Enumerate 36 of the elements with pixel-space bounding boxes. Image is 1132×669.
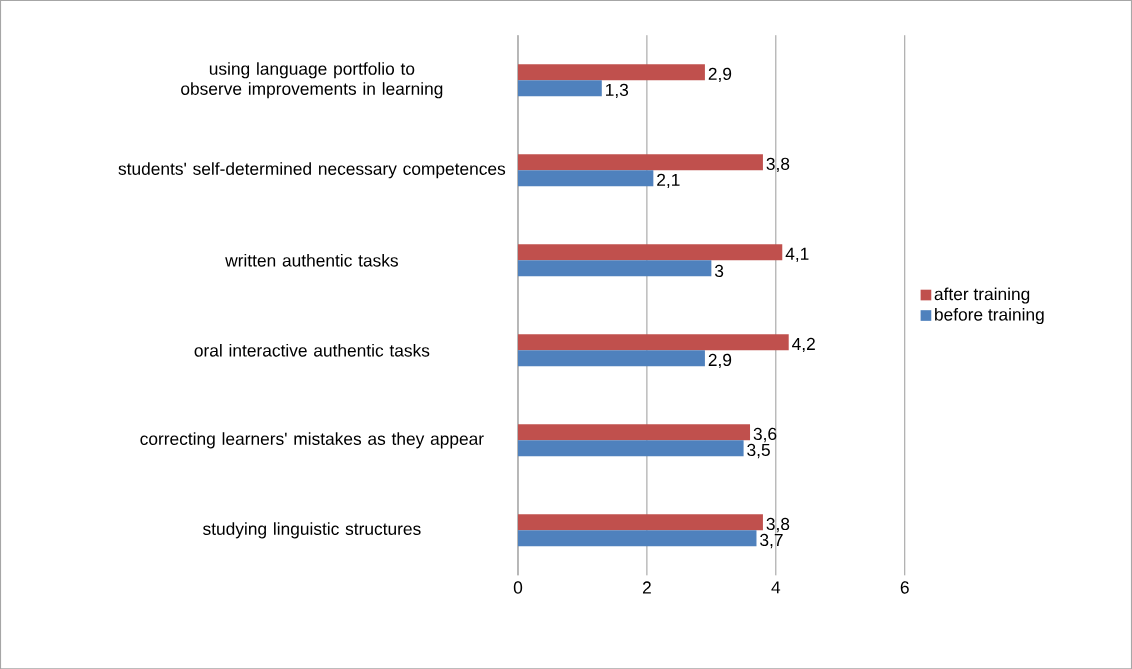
y-tick-label: oral interactive authentic tasks bbox=[194, 343, 430, 357]
bar bbox=[517, 424, 751, 441]
data-label: 1,3 bbox=[606, 83, 629, 98]
y-tick-label: correcting learners' mistakes as they appear bbox=[140, 432, 484, 449]
legend-label: before training bbox=[935, 307, 1044, 324]
y-tick-label: written authentic tasks bbox=[225, 253, 398, 267]
bar bbox=[517, 80, 602, 97]
data-label: 3 bbox=[714, 264, 724, 277]
bar bbox=[517, 64, 705, 81]
bar bbox=[517, 334, 789, 351]
y-tick-label: using language portfolio to observe improvements in learning bbox=[181, 62, 443, 99]
bar bbox=[517, 154, 763, 171]
bar bbox=[517, 514, 763, 531]
bar bbox=[517, 260, 712, 277]
y-tick-label: studying linguistic structures bbox=[203, 522, 421, 539]
bar bbox=[517, 530, 757, 547]
x-tick-label: 4 bbox=[771, 581, 781, 594]
data-label: 2,9 bbox=[708, 67, 732, 82]
x-tick-label: 2 bbox=[642, 581, 651, 594]
data-label: 3,7 bbox=[760, 533, 783, 549]
x-tick-label: 6 bbox=[900, 581, 909, 594]
data-label: 3,5 bbox=[747, 443, 770, 459]
data-label: 3,8 bbox=[766, 517, 790, 533]
data-label: 2,9 bbox=[708, 353, 732, 368]
data-label: 2,1 bbox=[657, 173, 680, 188]
x-tick-label: 0 bbox=[513, 581, 523, 594]
bar bbox=[517, 170, 654, 187]
legend-label: after training bbox=[934, 287, 1030, 304]
data-label: 3,6 bbox=[753, 427, 777, 443]
bar bbox=[517, 440, 744, 457]
bar bbox=[517, 244, 783, 261]
y-tick-label: students' self-determined necessary competences bbox=[118, 162, 506, 179]
data-label: 4,2 bbox=[792, 337, 815, 352]
bar bbox=[517, 350, 705, 367]
data-label: 4,1 bbox=[785, 247, 809, 262]
data-label: 3,8 bbox=[766, 157, 790, 172]
